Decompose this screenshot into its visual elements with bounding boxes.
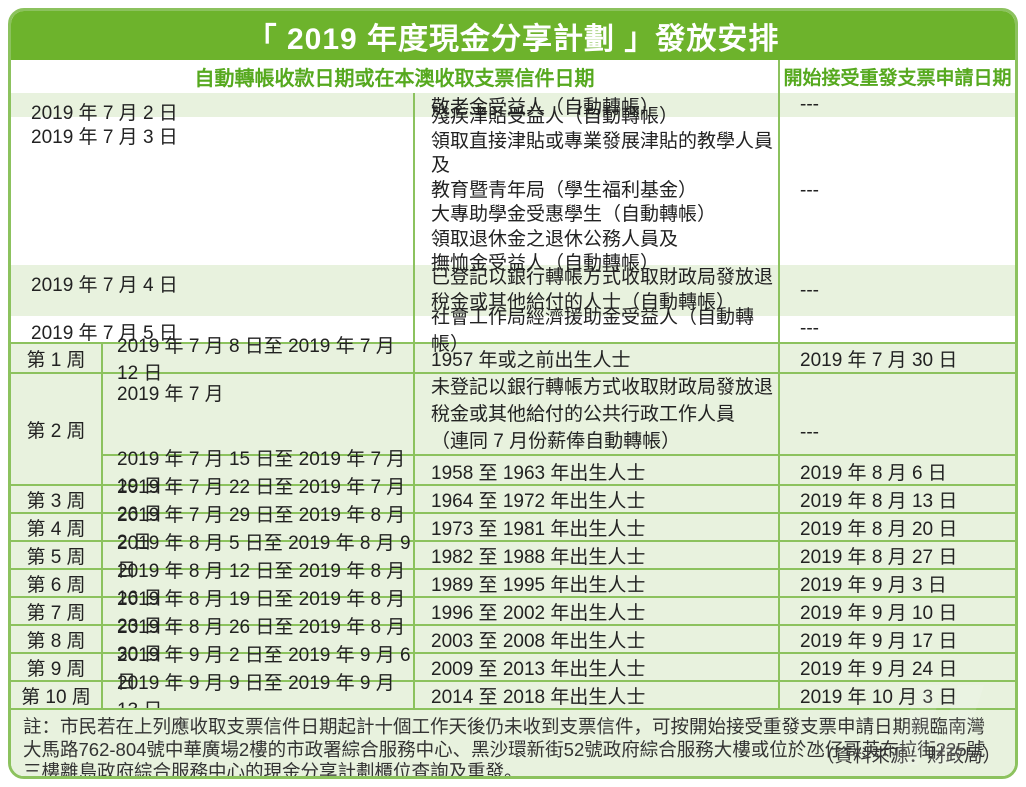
reissue-cell: --- [778,316,1015,342]
reissue-cell: 2019 年 8 月 13 日 [778,486,1015,512]
reissue-cell: 2019 年 9 月 17 日 [778,626,1015,652]
date-cell: 2019 年 7 月 4 日 [31,275,178,296]
week-cell: 第 2 周 [26,420,86,442]
week-cell: 第 6 周 [26,574,86,596]
recipient-cell: 2014 至 2018 年出生人士 [413,682,778,708]
table-row: 第 7 周 2019 年 8 月 19 日至 2019 年 8 月 23 日 1… [11,589,1015,637]
reissue-cell: 2019 年 8 月 6 日 [778,456,1015,486]
week-cell: 第 7 周 [26,602,86,624]
date-cell: 2019 年 7 月 2 日 [31,103,178,124]
source-attribution: （資料來源：財政局） [815,745,1001,766]
page-title: 「 2019 年度現金分享計劃 」發放安排 [246,22,780,56]
recipient-cell: 1973 至 1981 年出生人士 [413,514,778,540]
table-row: 第 10 周 2019 年 9 月 9 日至 2019 年 9 月 13 日 2… [11,673,1015,721]
table-row: 2019 年 7 月 5 日 社會工作局經濟援助金受益人（自動轉帳） --- [11,307,1015,355]
date-cell: 2019 年 7 月 [101,374,413,454]
reissue-cell: --- [778,374,1015,454]
recipient-cell: 2003 至 2008 年出生人士 [413,626,778,652]
reissue-cell: 2019 年 10 月 3 日 [778,682,1015,708]
week-cell: 第 1 周 [26,349,86,371]
date-cell: 2019 年 9 月 9 日至 2019 年 9 月 13 日 [101,673,413,721]
table-row: 第 9 周 2019 年 9 月 2 日至 2019 年 9 月 6 日 200… [11,645,1015,693]
week-cell: 第 10 周 [21,686,91,708]
table-row: 第 5 周 2019 年 8 月 5 日至 2019 年 8 月 9 日 198… [11,533,1015,581]
footnote: 註：市民若在上列應收取支票信件日期起計十個工作天後仍未收到支票信件，可按開始接受… [11,685,1015,779]
table-subrow: 2019 年 7 月 15 日至 2019 年 7 月 19 日 1958 至 … [101,449,1015,497]
reissue-cell: 2019 年 8 月 20 日 [778,514,1015,540]
reissue-cell: --- [778,265,1015,316]
footnote-text: 註：市民若在上列應收取支票信件日期起計十個工作天後仍未收到支票信件，可按開始接受… [23,716,986,779]
week-cell: 第 8 周 [26,630,86,652]
table-row: 第 4 周 2019 年 7 月 29 日至 2019 年 8 月 2 日 19… [11,505,1015,553]
recipient-cell: 已登記以銀行轉帳方式收取財政局發放退 稅金或其他給付的人士（自動轉帳） [431,267,774,313]
week-cell: 第 9 周 [26,658,86,680]
recipient-cell: 未登記以銀行轉帳方式收取財政局發放退 稅金或其他給付的公共行政工作人員 （連同 … [431,376,774,452]
table-row: 2019 年 7 月 4 日 已登記以銀行轉帳方式收取財政局發放退 稅金或其他給… [11,265,1015,316]
week-cell: 第 3 周 [26,490,86,512]
recipient-cell: 1964 至 1972 年出生人士 [413,486,778,512]
week2-subrows: 2019 年 7 月 未登記以銀行轉帳方式收取財政局發放退 稅金或其他給付的公共… [101,374,1015,497]
reissue-cell: 2019 年 9 月 10 日 [778,598,1015,624]
date-cell: 2019 年 7 月 3 日 [31,127,178,148]
reissue-cell: 2019 年 9 月 24 日 [778,654,1015,680]
date-cell: 2019 年 7 月 8 日至 2019 年 7 月 12 日 [101,336,413,384]
week-cell: 第 4 周 [26,518,86,540]
reissue-cell: 2019 年 7 月 30 日 [778,344,1015,372]
recipient-cell: 1989 至 1995 年出生人士 [413,570,778,596]
table-row: 2019 年 7 月 3 日 殘疾津貼受益人（自動轉帳） 領取直接津貼或專業發展… [11,106,1015,274]
column-header-reissue-date: 開始接受重發支票申請日期 [778,60,1015,93]
recipient-cell: 1957 年或之前出生人士 [413,344,778,372]
table-row: 第 3 周 2019 年 7 月 22 日至 2019 年 7 月 26 日 1… [11,477,1015,525]
date-cell: 2019 年 7 月 5 日 [31,323,178,344]
table-subrow: 2019 年 7 月 未登記以銀行轉帳方式收取財政局發放退 稅金或其他給付的公共… [101,374,1015,454]
reissue-cell: 2019 年 8 月 27 日 [778,542,1015,568]
reissue-cell: 2019 年 9 月 3 日 [778,570,1015,596]
reissue-cell: --- [778,117,1015,265]
table-row: 第 8 周 2019 年 8 月 26 日至 2019 年 8 月 30 日 2… [11,617,1015,665]
recipient-cell: 2009 至 2013 年出生人士 [413,654,778,680]
recipient-cell: 殘疾津貼受益人（自動轉帳） 領取直接津貼或專業發展津貼的教學人員及 教育暨青年局… [431,106,774,275]
table-header-row: 自動轉帳收款日期或在本澳收取支票信件日期 開始接受重發支票申請日期 [11,60,1015,93]
reissue-cell: --- [778,93,1015,117]
week-cell: 第 5 周 [26,546,86,568]
title-banner: 「 2019 年度現金分享計劃 」發放安排 [11,11,1015,60]
recipient-cell: 社會工作局經濟援助金受益人（自動轉帳） [413,307,778,355]
infographic-frame: 「 2019 年度現金分享計劃 」發放安排 自動轉帳收款日期或在本澳收取支票信件… [8,8,1018,779]
recipient-cell: 1982 至 1988 年出生人士 [413,542,778,568]
recipient-cell: 1996 至 2002 年出生人士 [413,598,778,624]
column-header-collection-date: 自動轉帳收款日期或在本澳收取支票信件日期 [194,68,595,90]
table-row: 第 1 周 2019 年 7 月 8 日至 2019 年 7 月 12 日 19… [11,336,1015,384]
table-row: 第 2 周 2019 年 7 月 未登記以銀行轉帳方式收取財政局發放退 稅金或其… [11,372,1015,497]
recipient-cell: 1958 至 1963 年出生人士 [413,456,778,486]
recipient-cell: 敬老金受益人（自動轉帳） [413,93,778,118]
